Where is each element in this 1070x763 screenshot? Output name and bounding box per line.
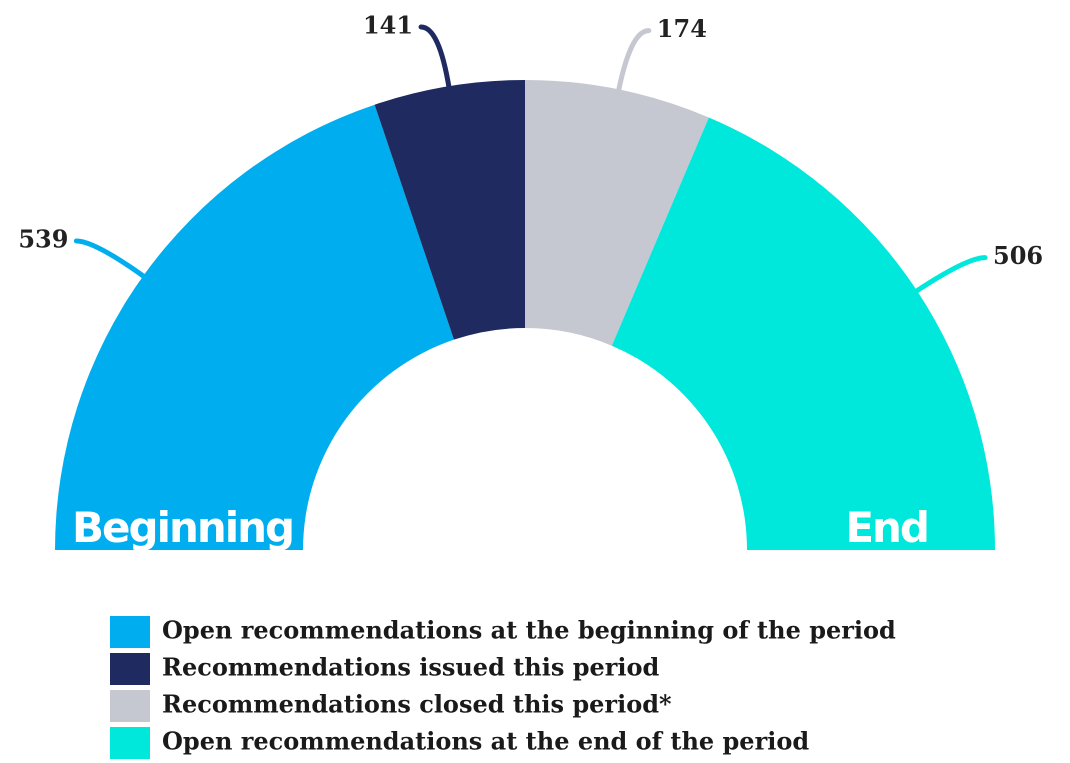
legend-swatch <box>110 653 150 685</box>
segment <box>55 104 454 551</box>
legend-label: Open recommendations at the beginning of… <box>162 616 896 645</box>
value-label: 506 <box>993 241 1043 270</box>
segment <box>374 80 525 340</box>
leader-line <box>615 28 652 94</box>
annotation: End <box>845 503 928 552</box>
legend-label: Open recommendations at the end of the p… <box>162 727 809 756</box>
legend-swatch <box>110 616 150 648</box>
value-label: 539 <box>18 224 68 253</box>
legend-label: Recommendations issued this period <box>162 653 660 682</box>
value-label: 141 <box>363 11 413 40</box>
legend-label: Recommendations closed this period* <box>162 690 672 719</box>
legend-swatch <box>110 690 150 722</box>
segment <box>611 117 995 551</box>
value-label: 174 <box>657 14 707 43</box>
segment <box>525 80 709 346</box>
leader-line <box>73 238 148 280</box>
leader-line <box>418 24 452 91</box>
legend-swatch <box>110 727 150 759</box>
annotation: Beginning <box>72 503 293 552</box>
leader-line <box>912 255 988 295</box>
